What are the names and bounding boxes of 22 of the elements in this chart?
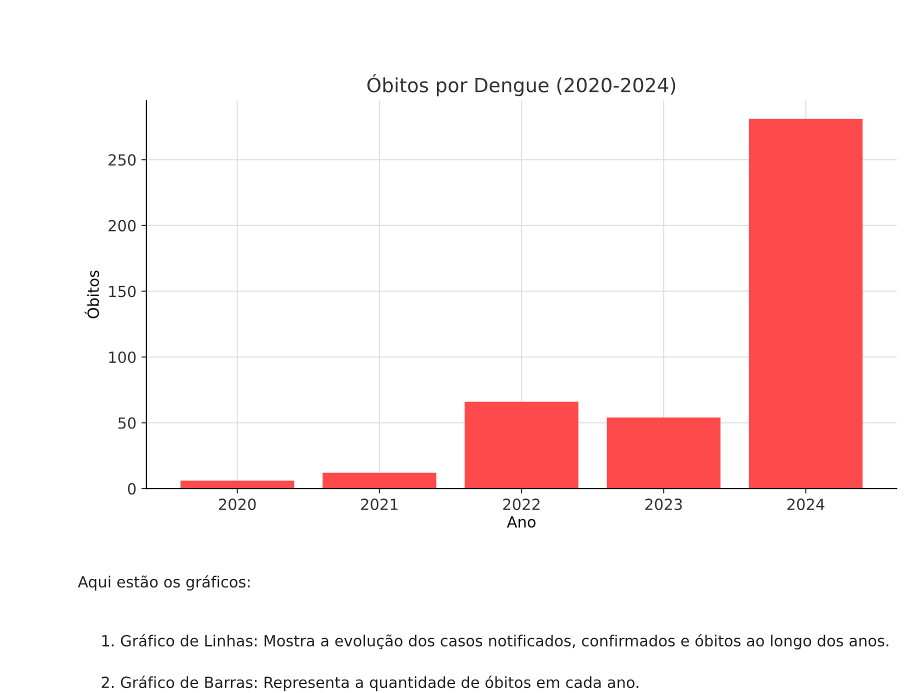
bar [606, 418, 720, 489]
text: 2. Gráfico de Barras: Representa a quantidade de óbitos em cada ano. [102, 676, 638, 692]
y-tick-label: 150 [109, 286, 136, 298]
bar [322, 472, 436, 489]
y-tick-label: 200 [108, 220, 136, 232]
text: Aqui estão os gráficos: [78, 575, 250, 591]
y-axis-title: Óbitos [84, 270, 99, 318]
x-tick-label: 2021 [361, 498, 398, 510]
chart-title: Óbitos por Dengue (2020-2024) [367, 74, 676, 96]
bar [180, 480, 294, 489]
bar [464, 402, 578, 489]
y-tick-label: 0 [128, 483, 136, 495]
x-tick-label: 2023 [645, 498, 682, 510]
y-tick-label: 50 [118, 417, 136, 429]
x-axis-title: Ano [506, 516, 536, 528]
x-tick-label: 2022 [503, 498, 540, 510]
y-tick-label: 250 [108, 154, 136, 166]
bar [748, 118, 863, 489]
text: 1. Gráfico de Linhas: Mostra a evolução dos casos notificados, confirmados e óbitos ao longo dos anos. [102, 634, 888, 650]
y-tick-label: 100 [109, 351, 136, 364]
x-tick-label: 2024 [787, 498, 824, 510]
x-tick-label: 2020 [219, 498, 256, 510]
